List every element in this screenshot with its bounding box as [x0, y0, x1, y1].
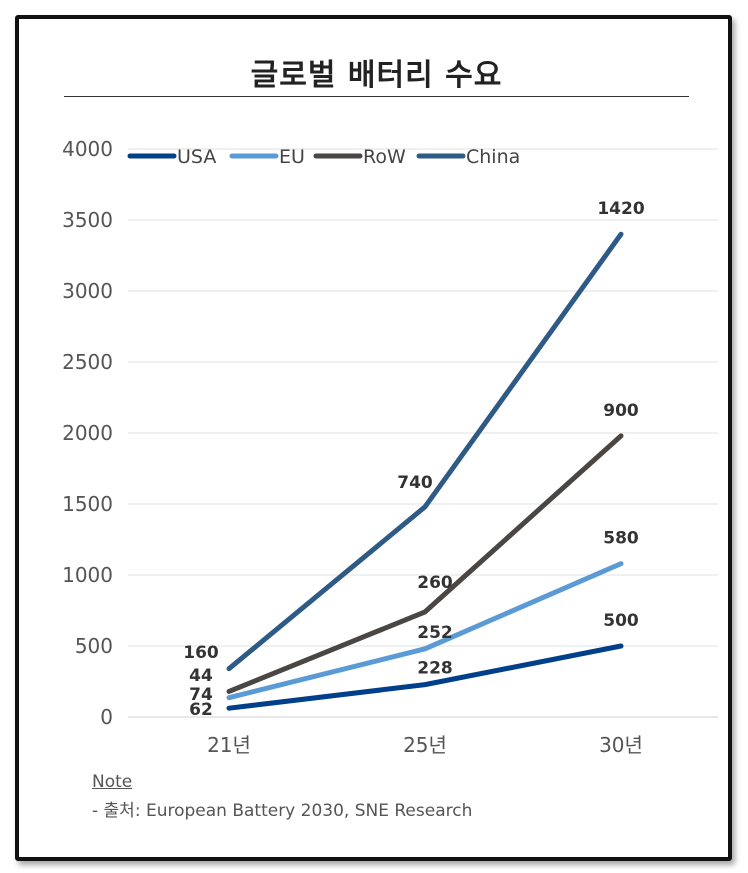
data-label: 500	[603, 611, 639, 631]
legend-label: USA	[177, 146, 216, 168]
data-label: 252	[417, 623, 453, 643]
legend-label: RoW	[363, 146, 406, 168]
x-axis: 21년 25년 30년	[207, 733, 643, 757]
series-line-eu	[226, 561, 624, 701]
data-labels: 62 228 500 74 252 580 44 260 900 160 740 1420	[183, 199, 645, 720]
data-label: 44	[189, 666, 213, 686]
series-line-usa	[226, 643, 624, 711]
legend-item-china: China	[416, 146, 520, 168]
x-tick-label: 25년	[403, 733, 447, 757]
data-label: 900	[603, 401, 639, 421]
x-tick-label: 30년	[599, 733, 643, 757]
series-lines	[226, 231, 624, 711]
gridlines	[128, 148, 718, 718]
data-label: 260	[417, 573, 453, 593]
legend-label: EU	[279, 146, 305, 168]
data-label: 740	[397, 473, 433, 493]
chart-title: 글로벌 배터리 수요	[250, 58, 503, 93]
x-tick-label: 21년	[207, 733, 251, 757]
y-tick-label: 3000	[62, 279, 113, 303]
legend-item-usa: USA	[127, 146, 216, 168]
data-label: 1420	[597, 199, 644, 219]
title-divider	[64, 96, 689, 97]
source-text: - 출처: European Battery 2030, SNE Researc…	[92, 801, 473, 821]
y-tick-label: 1000	[62, 563, 113, 587]
data-label: 228	[417, 659, 453, 679]
legend-label: China	[466, 146, 520, 168]
note-label: Note	[92, 772, 133, 792]
y-tick-label: 2000	[62, 421, 113, 445]
y-tick-label: 4000	[62, 137, 113, 161]
y-tick-label: 3500	[62, 208, 113, 232]
y-tick-label: 500	[75, 634, 113, 658]
series-line-row	[226, 433, 624, 694]
data-label: 160	[183, 643, 219, 663]
y-axis: 0 500 1000 1500 2000 2500 3000 3500 4000	[62, 137, 113, 729]
data-label: 62	[189, 700, 213, 720]
legend-item-eu: EU	[229, 146, 305, 168]
data-label: 74	[189, 685, 213, 705]
y-tick-label: 1500	[62, 492, 113, 516]
y-tick-label: 0	[100, 705, 113, 729]
y-tick-label: 2500	[62, 350, 113, 374]
series-line-china	[226, 231, 624, 672]
legend-item-row: RoW	[313, 146, 406, 168]
data-label: 580	[603, 529, 639, 549]
legend: USA EU RoW China	[127, 146, 520, 168]
